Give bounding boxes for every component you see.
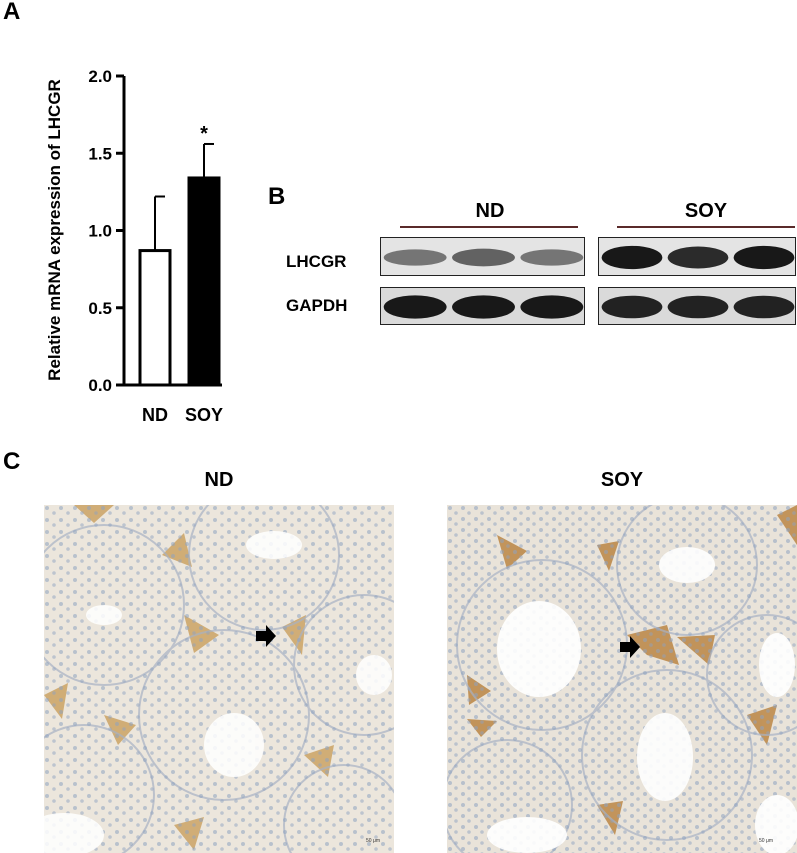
blot-band-lhcgr-soy-1: [601, 245, 663, 270]
panel-label-c: C: [3, 448, 21, 475]
y-tick-label-4: 2.0: [88, 67, 112, 86]
blot-band-gapdh-nd-2: [452, 295, 515, 319]
arrow-icon: [256, 625, 276, 647]
blot-band-gapdh-soy-3: [733, 295, 795, 319]
arrow-icon: [620, 636, 640, 658]
blot-strip-gapdh-soy: [598, 287, 796, 325]
x-axis: ND SOY: [123, 383, 223, 425]
micrograph-title-nd: ND: [204, 469, 234, 491]
blot-row-label-lhcgr: LHCGR: [286, 252, 347, 271]
blot-row-label-gapdh: GAPDH: [286, 296, 348, 315]
scale-bar-label-nd: 50 μm: [366, 838, 380, 844]
blot-band-gapdh-soy-2: [667, 295, 729, 319]
y-axis: 0.0 0.5 1.0 1.5 2.0: [88, 67, 126, 395]
panel-label-a: A: [3, 0, 21, 25]
micrograph-soy: 50 μm: [447, 505, 797, 853]
y-tick-label-1: 0.5: [88, 299, 112, 318]
blot-band-gapdh-nd-1: [383, 295, 447, 319]
blot-band-lhcgr-nd-1: [383, 249, 447, 266]
blot-band-gapdh-nd-3: [520, 295, 584, 319]
blot-bands-lhcgr-nd: [383, 248, 584, 267]
x-tick-label-nd: ND: [142, 405, 168, 425]
bars-group: *: [138, 123, 221, 387]
bar-nd: [138, 249, 172, 387]
blot-strip-lhcgr-soy: [598, 237, 796, 276]
micrograph-nd: 50 μm: [44, 505, 394, 853]
blot-group-nd: ND: [475, 200, 505, 222]
y-tick-label-0: 0.0: [88, 376, 112, 395]
y-axis-title: Relative mRNA expression of LHCGR: [45, 79, 64, 381]
scale-bar-label-soy: 50 μm: [759, 838, 773, 844]
blot-band-gapdh-soy-1: [601, 295, 663, 319]
y-tick-label-3: 1.5: [88, 144, 112, 163]
blot-bands-gapdh-soy: [601, 295, 795, 319]
significance-marker: *: [200, 123, 208, 145]
blot-group-soy: SOY: [684, 200, 728, 222]
blot-bands-gapdh-nd: [383, 295, 584, 319]
x-tick-label-soy: SOY: [185, 405, 223, 425]
blot-rule-nd: [400, 226, 578, 228]
bar-soy: [187, 176, 221, 387]
micrograph-nd-image: [44, 505, 394, 853]
panel-label-b: B: [268, 183, 286, 210]
micrograph-soy-image: [447, 505, 797, 853]
y-tick-label-2: 1.0: [88, 222, 112, 241]
micrograph-title-soy: SOY: [600, 469, 644, 491]
blot-rule-soy: [617, 226, 795, 228]
bar-chart: 0.0 0.5 1.0 1.5 2.0 * ND SOY Relative mRNA ex…: [45, 67, 223, 425]
blot-band-lhcgr-nd-3: [520, 249, 584, 266]
blot-strip-gapdh-nd: [380, 287, 585, 325]
blot-strip-lhcgr-nd: [380, 237, 585, 276]
blot-bands-lhcgr-soy: [601, 245, 795, 270]
blot-band-lhcgr-soy-3: [733, 245, 795, 270]
blot-band-lhcgr-soy-2: [667, 246, 729, 269]
blot-band-lhcgr-nd-2: [452, 248, 515, 267]
